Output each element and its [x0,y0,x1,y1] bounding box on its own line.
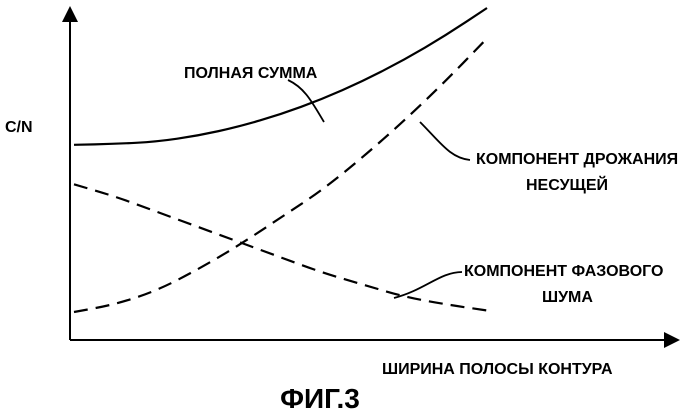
series-layer [74,8,487,312]
figure-caption: ФИГ.3 [280,383,360,414]
phase-noise-leader-line [394,272,462,298]
series-label-jitter: КОМПОНЕНТ ДРОЖАНИЯ НЕСУЩЕЙ [476,151,683,194]
series-label-total: ПОЛНАЯ СУММА [184,65,318,82]
x-axis-label: ШИРИНА ПОЛОСЫ КОНТУРА [382,361,613,378]
jitter-leader-line [420,122,470,160]
y-axis-label: C/N [5,119,33,136]
series-label-phase-noise: КОМПОНЕНТ ФАЗОВОГО ШУМА [464,263,668,306]
phase-noise-curve [74,184,487,310]
